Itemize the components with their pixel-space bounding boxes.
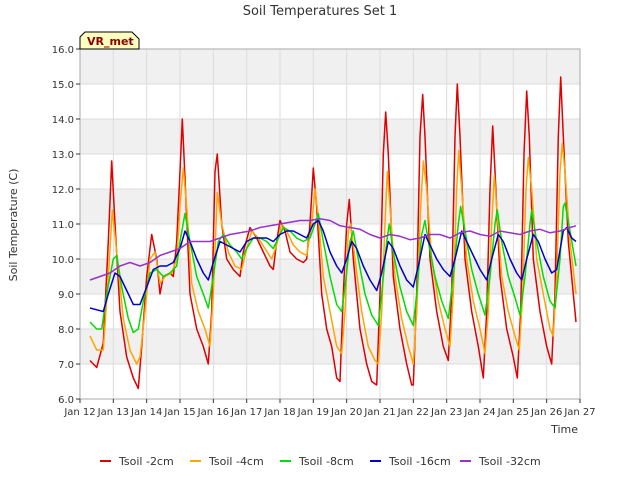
series-line-tsoil-2cm — [89, 76, 577, 390]
y-axis: 6.0 7.0 8.0 9.0 10.0 11.0 12.0 13.0 14.0 15.0 16.0 — [52, 45, 80, 406]
y-tick-label: 11.0 — [52, 220, 74, 231]
plot-band — [80, 329, 580, 364]
x-tick-label: Jan 22 — [397, 407, 429, 418]
x-tick-label: Jan 21 — [363, 407, 395, 418]
x-tick-label: Jan 16 — [197, 407, 229, 418]
y-tick-label: 12.0 — [52, 185, 74, 196]
y-tick-label: 16.0 — [52, 45, 74, 56]
station-badge-label: VR_met — [87, 35, 134, 48]
y-tick-label: 14.0 — [52, 115, 74, 126]
chart-title: Soil Temperatures Set 1 — [243, 4, 398, 19]
series-line-tsoil-8cm — [89, 202, 577, 334]
series-lines — [89, 76, 577, 390]
x-axis-label: Time — [550, 423, 578, 436]
x-tick-label: Jan 24 — [463, 407, 495, 418]
plot-band — [80, 49, 580, 84]
legend-label: Tsoil -16cm — [388, 455, 451, 468]
x-tick-label: Jan 17 — [230, 407, 262, 418]
legend-label: Tsoil -2cm — [118, 455, 174, 468]
y-tick-label: 8.0 — [58, 325, 74, 336]
series-line-tsoil-4cm — [89, 142, 577, 365]
y-tick-label: 6.0 — [58, 395, 74, 406]
x-tick-label: Jan 14 — [130, 407, 162, 418]
legend-label: Tsoil -8cm — [298, 455, 354, 468]
y-tick-label: 15.0 — [52, 80, 74, 91]
y-tick-label: 13.0 — [52, 150, 74, 161]
x-tick-label: Jan 15 — [163, 407, 195, 418]
station-badge-box — [79, 31, 140, 50]
x-tick-label: Jan 20 — [330, 407, 362, 418]
legend-label: Tsoil -32cm — [478, 455, 541, 468]
x-tick-label: Jan 18 — [263, 407, 295, 418]
series-line-tsoil-32cm — [89, 218, 577, 281]
plot-band — [80, 189, 580, 224]
x-tick-label: Jan 23 — [430, 407, 462, 418]
x-tick-label: Jan 13 — [97, 407, 129, 418]
station-badge: VR_met — [79, 31, 140, 50]
x-tick-label: Jan 25 — [497, 407, 529, 418]
x-tick-label: Jan 19 — [297, 407, 329, 418]
x-tick-label: Jan 12 — [63, 407, 95, 418]
y-tick-label: 10.0 — [52, 255, 74, 266]
legend: Tsoil -2cm Tsoil -4cm Tsoil -8cm Tsoil -16c… — [100, 455, 541, 468]
plot-band — [80, 119, 580, 154]
y-axis-label: Soil Temperature (C) — [7, 169, 20, 282]
x-tick-label: Jan 26 — [530, 407, 562, 418]
x-axis: Jan 12 Jan 13 Jan 14 Jan 15 Jan 16 Jan 17 Jan … — [63, 399, 596, 418]
y-tick-label: 9.0 — [58, 290, 74, 301]
series-line-tsoil-16cm — [89, 219, 577, 313]
x-tick-label: Jan 27 — [563, 407, 595, 418]
legend-label: Tsoil -4cm — [208, 455, 264, 468]
y-tick-label: 7.0 — [58, 360, 74, 371]
